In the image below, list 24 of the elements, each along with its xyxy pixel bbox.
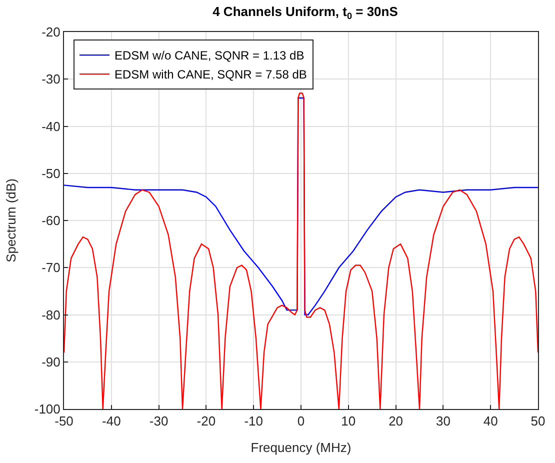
y-tick-label: -70 — [42, 260, 60, 276]
y-tick-label: -30 — [42, 72, 60, 87]
y-tick-label: -20 — [42, 24, 60, 40]
line-series — [64, 92, 538, 409]
y-axis-title: Spectrum (dB) — [3, 178, 18, 262]
chart-title: 4 Channels Uniform, t$_{0}$ = 30nS — [212, 4, 398, 21]
x-tick-label: 50 — [530, 414, 546, 429]
x-tick-label: 20 — [388, 414, 404, 429]
y-tick-label: -90 — [42, 354, 60, 370]
x-tick-label: 30 — [436, 414, 450, 429]
x-tick-label: -10 — [244, 414, 263, 429]
y-tick-label: -50 — [42, 166, 60, 181]
y-tick-label: -60 — [42, 213, 60, 228]
x-tick-label: 10 — [341, 414, 356, 429]
x-tick-label: 0 — [297, 414, 305, 429]
x-tick-label: -20 — [196, 414, 216, 429]
legend-label: EDSM w/o CANE, SQNR = 1.13 dB — [114, 48, 304, 63]
y-tick-label: -80 — [42, 307, 60, 322]
y-tick-label: -40 — [42, 118, 60, 134]
x-tick-label: -40 — [102, 414, 121, 429]
x-tick-label: -30 — [149, 414, 168, 429]
legend-label: EDSM with CANE, SQNR = 7.58 dB — [114, 68, 307, 82]
x-tick-label: 40 — [483, 414, 498, 429]
x-axis-title: Frequency (MHz) — [250, 440, 352, 456]
